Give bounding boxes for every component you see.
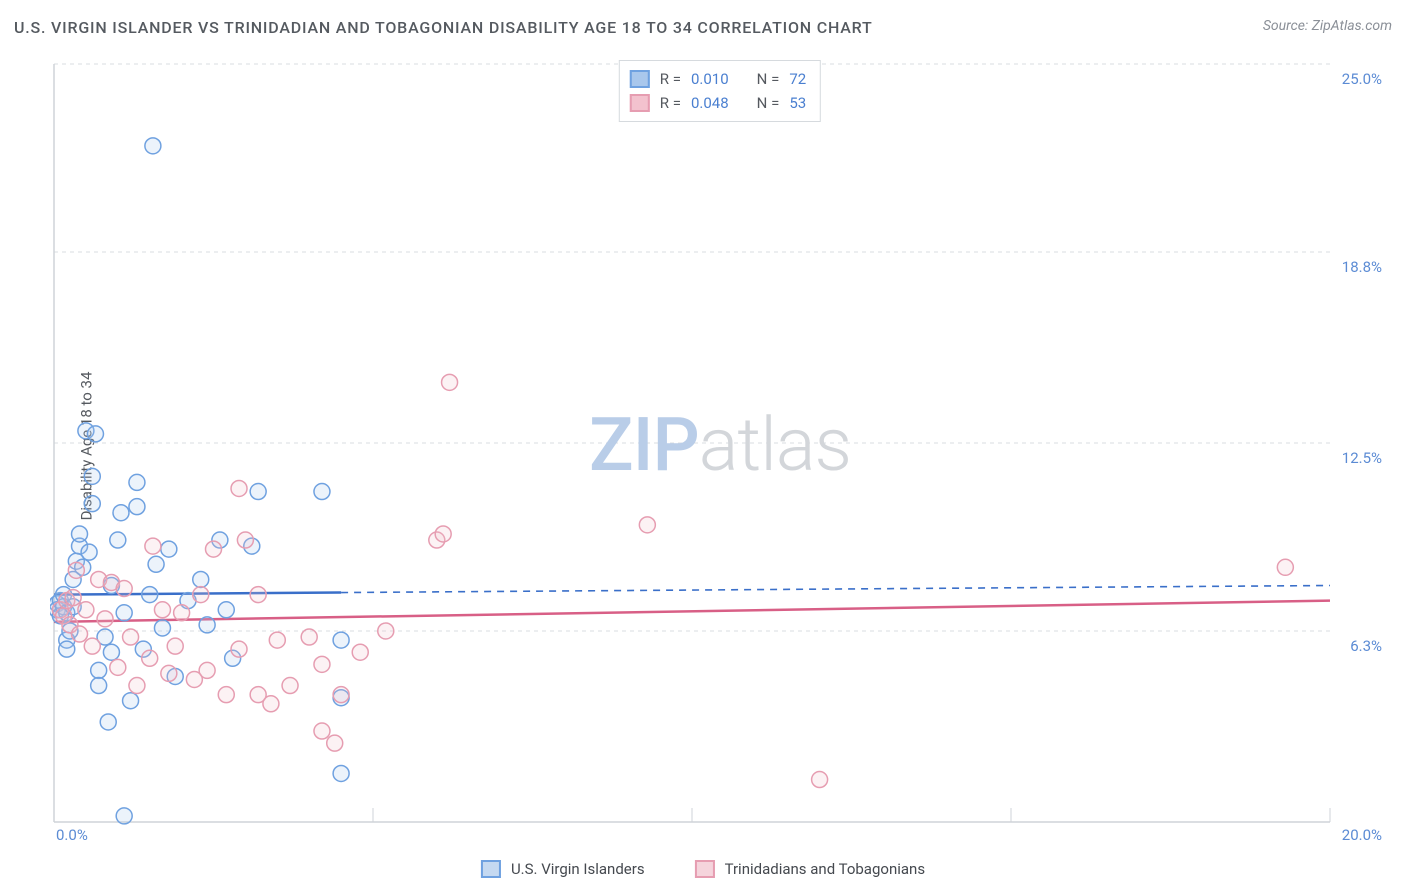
legend-n-label-b: N = (757, 94, 780, 112)
svg-text:25.0%: 25.0% (1342, 70, 1382, 88)
svg-text:12.5%: 12.5% (1342, 449, 1382, 467)
chart-source: Source: ZipAtlas.com (1263, 18, 1392, 34)
legend-bottom-label-b: Trinidadians and Tobagonians (725, 860, 925, 878)
legend-r-label-a: R = (660, 70, 681, 88)
legend-row-a: R = 0.010 N = 72 (630, 67, 806, 91)
svg-text:18.8%: 18.8% (1342, 258, 1382, 276)
legend-n-val-a: 72 (789, 70, 806, 88)
legend-n-label-a: N = (757, 70, 780, 88)
legend-bottom-swatch-a (481, 860, 501, 878)
legend-r-val-a: 0.010 (691, 70, 729, 88)
legend-row-b: R = 0.048 N = 53 (630, 91, 806, 115)
svg-text:0.0%: 0.0% (56, 826, 88, 840)
chart-title: U.S. VIRGIN ISLANDER VS TRINIDADIAN AND … (14, 18, 873, 37)
legend-bottom-b: Trinidadians and Tobagonians (695, 860, 925, 878)
svg-text:6.3%: 6.3% (1350, 637, 1382, 655)
legend-bottom-a: U.S. Virgin Islanders (481, 860, 645, 878)
legend-bottom-swatch-b (695, 860, 715, 878)
svg-text:20.0%: 20.0% (1342, 826, 1382, 840)
legend-swatch-a (630, 70, 650, 88)
legend-n-val-b: 53 (789, 94, 806, 112)
legend-bottom-label-a: U.S. Virgin Islanders (511, 860, 645, 878)
plot-area: 6.3%12.5%18.8%25.0%0.0%20.0% ZIPatlas R … (50, 60, 1390, 840)
legend-r-val-b: 0.048 (691, 94, 729, 112)
legend-top: R = 0.010 N = 72 R = 0.048 N = 53 (619, 60, 821, 122)
chart-svg: 6.3% 12.5% 18.8% 25.0% 0.0% 20.0% (50, 60, 1390, 840)
legend-swatch-b (630, 94, 650, 112)
legend-r-label-b: R = (660, 94, 681, 112)
correlation-chart: U.S. VIRGIN ISLANDER VS TRINIDADIAN AND … (0, 0, 1406, 892)
legend-bottom: U.S. Virgin Islanders Trinidadians and T… (481, 860, 925, 878)
